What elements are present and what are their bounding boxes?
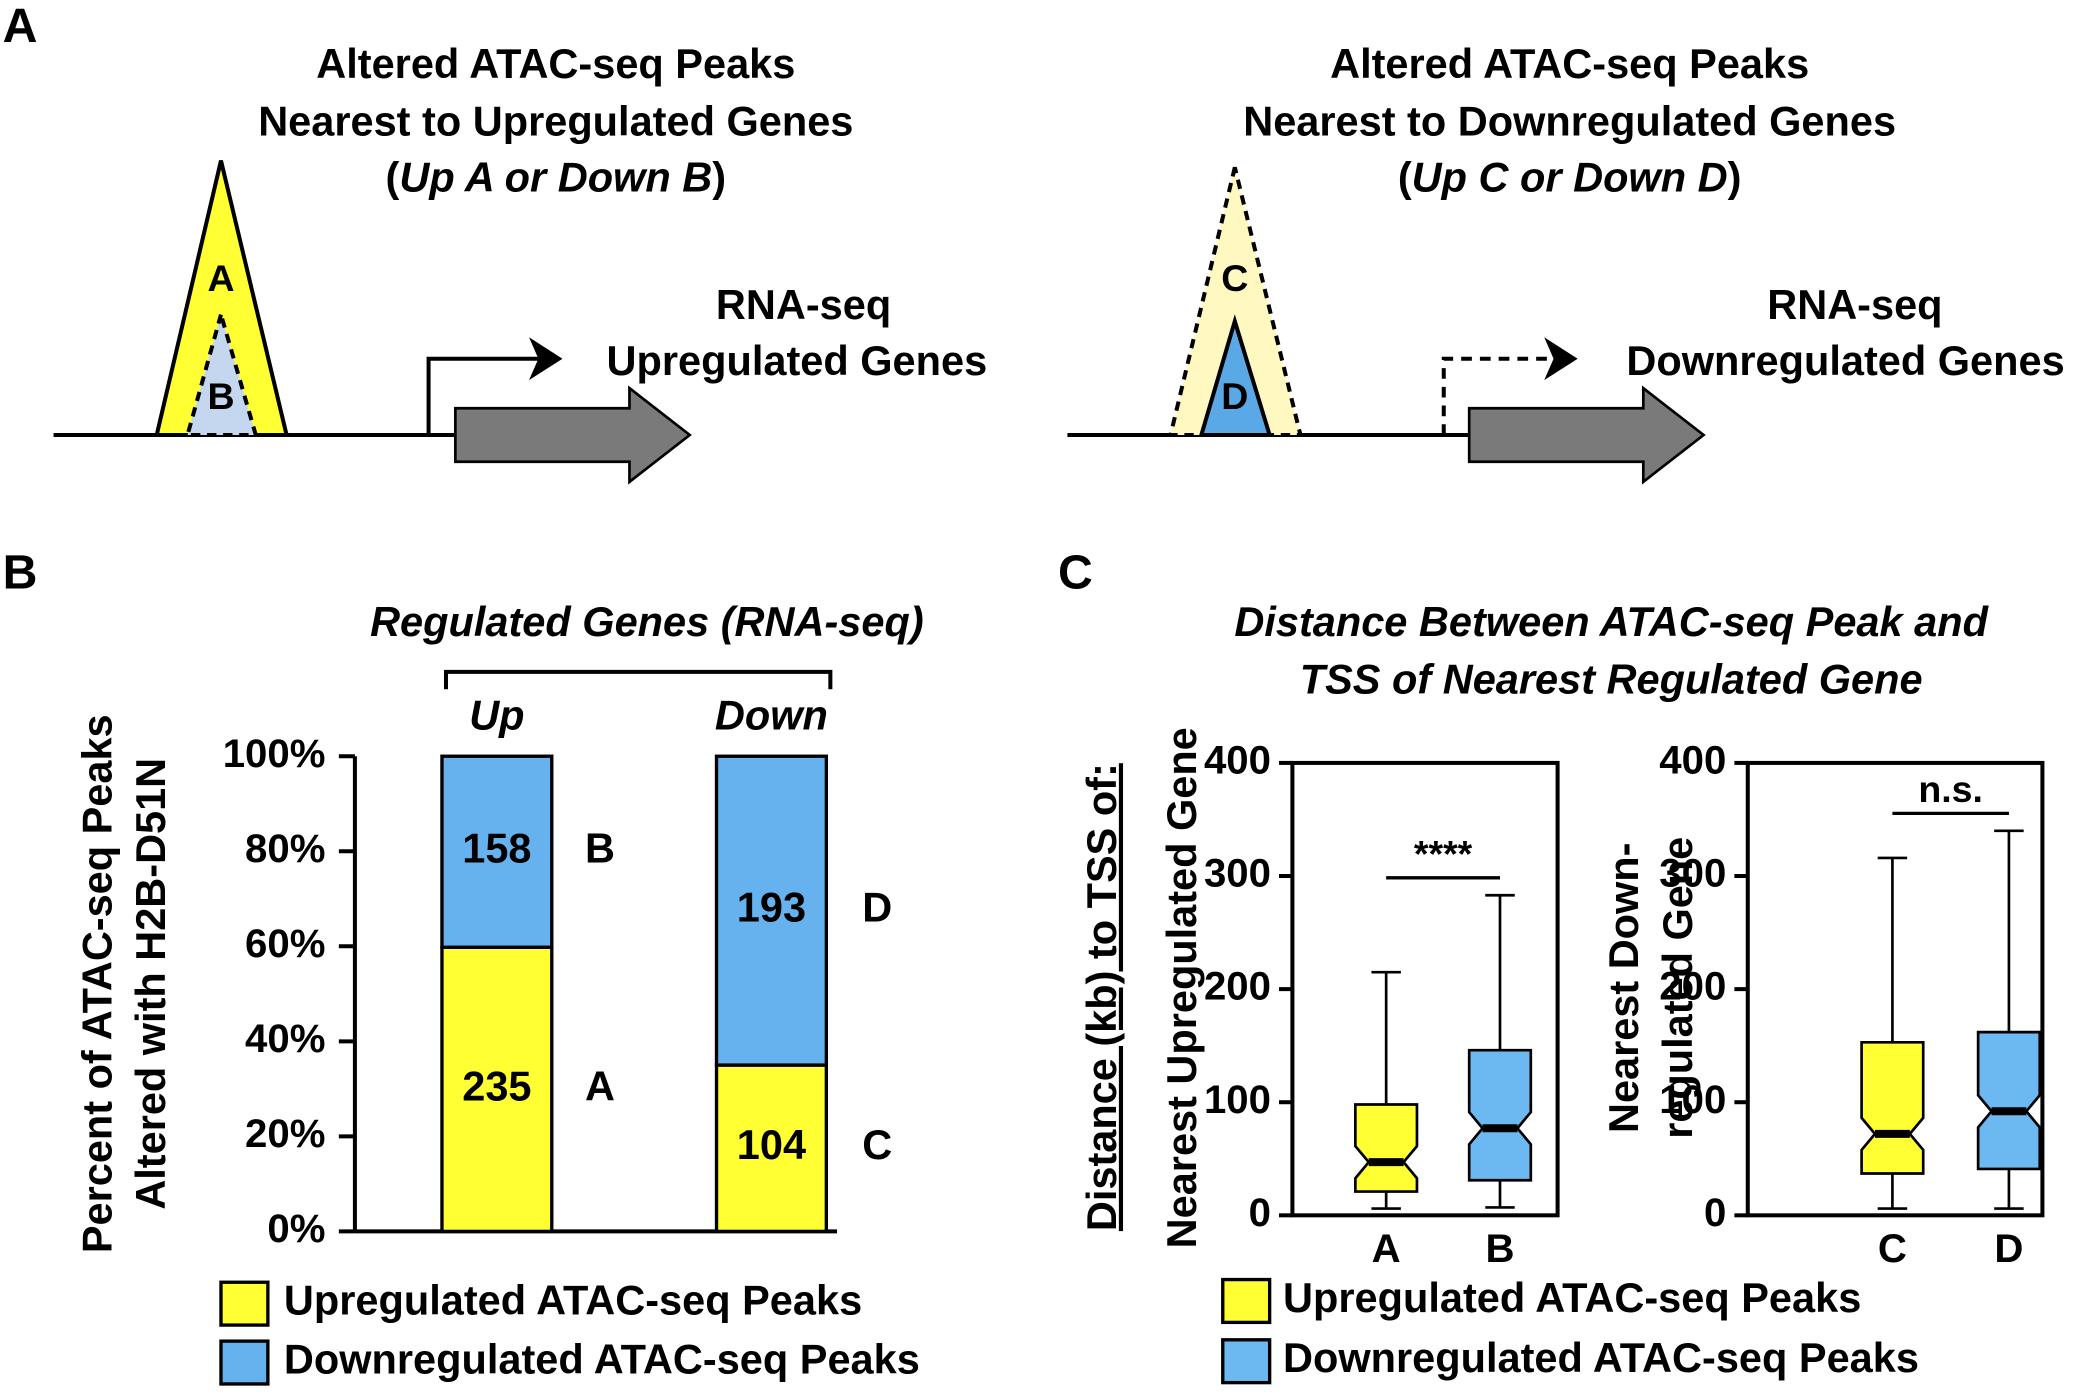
chart-title: TSS of Nearest Regulated Gene xyxy=(1300,656,1923,703)
diagram-subtitle: (Up C or Down D) xyxy=(1398,154,1742,201)
tss-arrow xyxy=(1441,356,1562,435)
bar-segment xyxy=(714,754,829,1067)
x-tick-label: A xyxy=(1372,1226,1401,1271)
y-tick-label: 300 xyxy=(1204,851,1271,896)
count-label: 158 xyxy=(462,825,531,872)
rna-label: RNA-seq xyxy=(1767,281,1942,328)
y-tick-label: 60% xyxy=(245,921,325,966)
significance-label: n.s. xyxy=(1918,768,1983,810)
peak-label: A xyxy=(207,257,234,299)
group-bracket xyxy=(443,669,833,690)
x-tick-label: D xyxy=(1994,1226,2023,1271)
legend-label: Upregulated ATAC-seq Peaks xyxy=(284,1277,862,1324)
peak-label: D xyxy=(1221,375,1248,417)
peak-label: C xyxy=(1221,257,1248,299)
y-axis-label: regulated Gene xyxy=(1654,837,1701,1139)
count-label: 235 xyxy=(462,1062,531,1109)
subtitle-part: ) xyxy=(1728,154,1742,201)
inner-peak xyxy=(184,307,259,438)
y-axis-label: Percent of ATAC-seq Peaks xyxy=(73,714,120,1253)
y-axis-label: Nearest Upregulated Gene xyxy=(1158,727,1205,1248)
subtitle-part: Up C or Down D xyxy=(1412,154,1728,201)
legend-swatch xyxy=(219,1280,270,1327)
diagram-subtitle: (Up A or Down B) xyxy=(386,154,727,201)
subtitle-part: Up A or Down B xyxy=(399,154,712,201)
segment-label: D xyxy=(862,884,892,931)
tss-arrowhead xyxy=(1544,337,1578,381)
x-tick-label: B xyxy=(1485,1226,1514,1271)
group-label: Regulated Genes (RNA-seq) xyxy=(370,598,924,645)
panel-label: C xyxy=(1058,545,1093,599)
y-tick-label: 0 xyxy=(1249,1190,1271,1235)
legend-swatch xyxy=(1221,1277,1272,1325)
y-tick-label: 0% xyxy=(267,1206,325,1251)
diagram-title: Nearest to Downregulated Genes xyxy=(1243,97,1896,144)
count-label: 193 xyxy=(737,884,806,931)
y-axis-label: Nearest Down- xyxy=(1600,843,1647,1133)
box xyxy=(1354,1103,1419,1193)
segment-label: B xyxy=(585,825,615,872)
y-tick-label: 400 xyxy=(1204,738,1271,783)
legend-label: Upregulated ATAC-seq Peaks xyxy=(1283,1274,1861,1321)
y-tick-label: 40% xyxy=(245,1016,325,1061)
diagram-title: Altered ATAC-seq Peaks xyxy=(1330,40,1809,87)
box xyxy=(1467,1048,1533,1182)
y-tick-label: 100% xyxy=(223,731,326,776)
y-tick-label: 20% xyxy=(245,1111,325,1156)
box xyxy=(1860,1040,1925,1175)
count-label: 104 xyxy=(737,1121,806,1168)
y-tick-label: 100 xyxy=(1204,1077,1271,1122)
rna-label: RNA-seq xyxy=(716,281,891,328)
y-tick-label: 0 xyxy=(1704,1190,1726,1235)
y-tick-label: 200 xyxy=(1204,964,1271,1009)
segment-label: C xyxy=(862,1121,892,1168)
x-tick-label: Up xyxy=(469,692,524,739)
subtitle-part: ( xyxy=(1398,154,1412,201)
segment-label: A xyxy=(585,1062,615,1109)
significance-label: **** xyxy=(1414,832,1473,874)
diagram-title: Nearest to Upregulated Genes xyxy=(258,97,853,144)
rna-label: Upregulated Genes xyxy=(607,337,988,384)
y-axis-label: Altered with H2B-D51N xyxy=(127,758,174,1210)
y-tick-label: 100 xyxy=(1659,1077,1726,1122)
y-tick-label: 300 xyxy=(1659,851,1726,896)
y-tick-label: 400 xyxy=(1659,738,1726,783)
gene-arrow xyxy=(1467,385,1706,485)
legend-swatch xyxy=(219,1339,270,1386)
panel-label: A xyxy=(3,0,38,53)
bar-segment xyxy=(440,754,554,949)
gene-arrow xyxy=(454,385,692,485)
y-tick-label: 200 xyxy=(1659,964,1726,1009)
tss-arrow xyxy=(426,356,547,435)
x-tick-label: Down xyxy=(715,692,828,739)
y-tick-label: 80% xyxy=(245,826,325,871)
y-axis-label: Distance (kb) to TSS of: xyxy=(1078,763,1125,1231)
bar-segment xyxy=(440,945,554,1234)
bar-segment xyxy=(714,1063,829,1234)
plot-frame xyxy=(1290,760,1560,1218)
peak-label: B xyxy=(207,375,234,417)
box xyxy=(1976,1030,2042,1171)
legend-label: Downregulated ATAC-seq Peaks xyxy=(1283,1334,1919,1381)
diagram-title: Altered ATAC-seq Peaks xyxy=(316,40,795,87)
panel-label: B xyxy=(3,545,38,599)
subtitle-part: ) xyxy=(712,154,726,201)
rna-label: Downregulated Genes xyxy=(1626,337,2064,384)
x-tick-label: C xyxy=(1878,1226,1907,1271)
inner-peak xyxy=(1198,314,1273,438)
subtitle-part: ( xyxy=(386,154,400,201)
tss-arrowhead xyxy=(529,337,563,381)
legend-swatch xyxy=(1221,1338,1272,1385)
legend-label: Downregulated ATAC-seq Peaks xyxy=(284,1336,920,1383)
chart-title: Distance Between ATAC-seq Peak and xyxy=(1234,598,1989,645)
